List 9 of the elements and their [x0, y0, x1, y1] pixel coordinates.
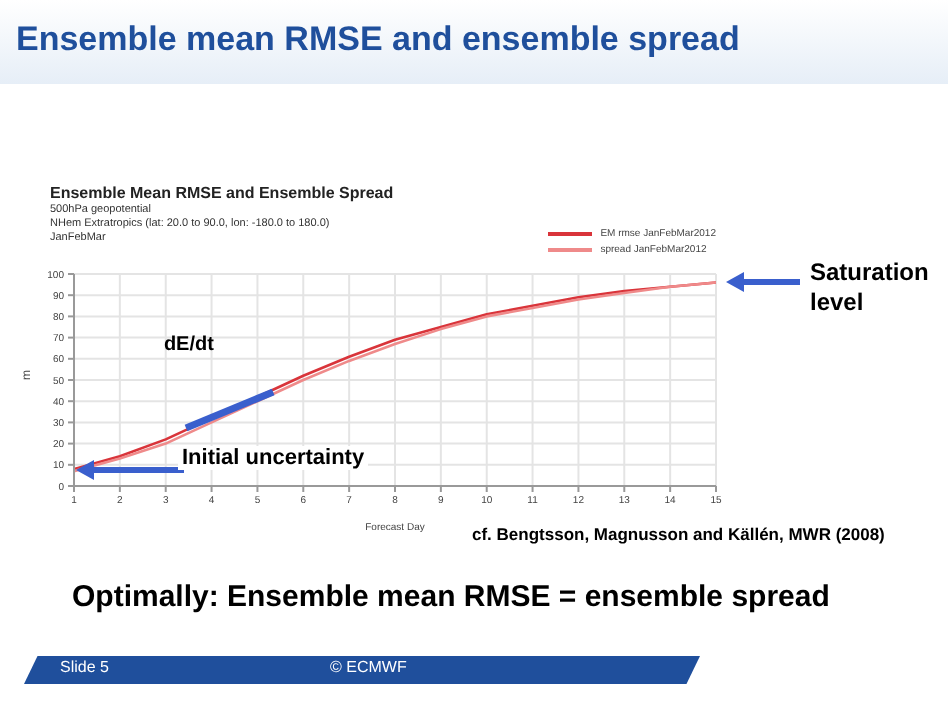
annotation: dE/dt [163, 333, 214, 356]
chart-title: Ensemble Mean RMSE and Ensemble Spread [50, 184, 394, 202]
annotation: Initial uncertainty [178, 445, 369, 470]
text: Saturation level [810, 258, 931, 319]
text: Ensemble mean RMSE and ensemble spread [16, 20, 740, 60]
text: © ECMWF [330, 658, 407, 676]
text: cf. Bengtsson, Magnusson and Källén, MWR (2008) [472, 524, 885, 544]
text: Slide 5 [60, 658, 109, 676]
text: Optimally: Ensemble mean RMSE = ensemble spread [72, 580, 830, 614]
